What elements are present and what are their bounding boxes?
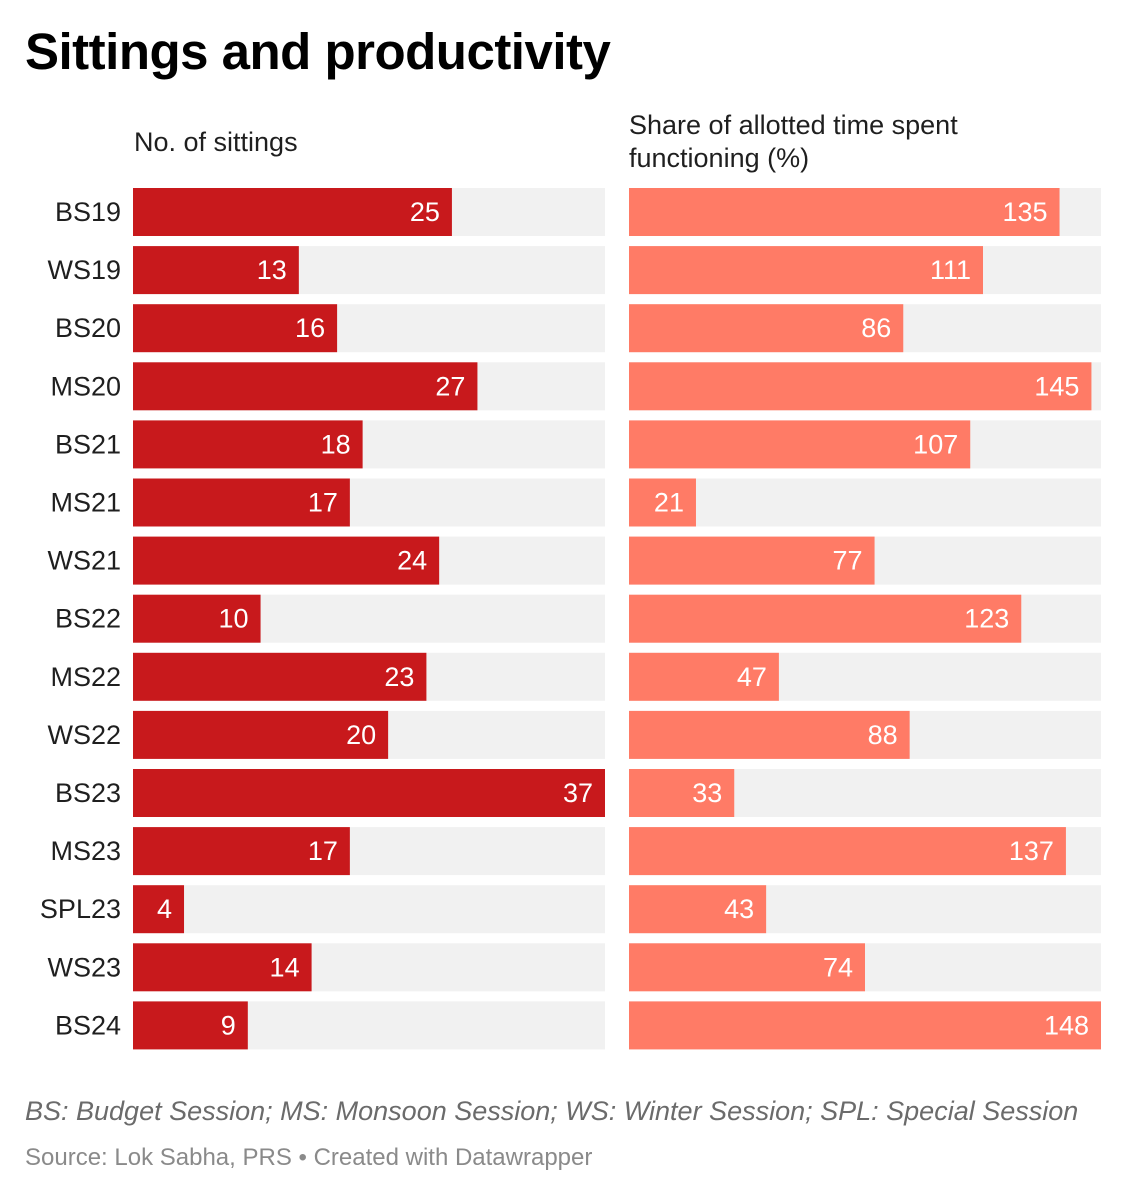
category-label: MS20: [50, 371, 121, 401]
sittings-value-label: 17: [308, 488, 338, 518]
category-label: BS21: [55, 429, 121, 459]
category-label: BS23: [55, 778, 121, 808]
sittings-value-label: 9: [221, 1010, 236, 1040]
functioning-bar: [629, 943, 865, 992]
functioning-bar: [629, 420, 971, 469]
sittings-value-label: 16: [295, 313, 325, 343]
category-label: WS21: [47, 546, 121, 576]
functioning-bar: [629, 362, 1092, 411]
sittings-bar: [133, 769, 605, 817]
sittings-bar: [133, 943, 312, 992]
functioning-value-label: 74: [823, 952, 853, 982]
sittings-bar: [133, 246, 299, 295]
chart-title: Sittings and productivity: [25, 23, 611, 80]
footnote: BS: Budget Session; MS: Monsoon Session;…: [25, 1096, 1079, 1126]
functioning-column-header: Share of allotted time spent functioning…: [629, 109, 958, 175]
functioning-track: [629, 478, 1101, 527]
sittings-value-label: 18: [321, 429, 351, 459]
functioning-bar: [629, 304, 904, 353]
category-label: BS22: [55, 604, 121, 634]
sittings-bar: [133, 188, 452, 236]
sittings-bar: [133, 885, 185, 934]
sittings-track: [133, 885, 605, 934]
functioning-value-label: 47: [737, 662, 767, 692]
functioning-bar: [629, 827, 1066, 876]
category-label: WS19: [47, 255, 121, 285]
sittings-bar: [133, 710, 389, 759]
sittings-value-label: 4: [157, 894, 172, 924]
sittings-value-label: 24: [397, 546, 427, 576]
sittings-value-label: 27: [435, 371, 465, 401]
functioning-value-label: 86: [861, 313, 891, 343]
sittings-value-label: 20: [346, 720, 376, 750]
functioning-value-label: 111: [930, 255, 971, 285]
sittings-bar: [133, 362, 478, 411]
category-label: BS24: [55, 1010, 121, 1040]
sittings-value-label: 10: [219, 604, 249, 634]
functioning-value-label: 148: [1044, 1010, 1089, 1040]
sittings-value-label: 14: [270, 952, 300, 982]
functioning-bar: [629, 1001, 1101, 1050]
functioning-bar: [629, 769, 735, 817]
functioning-bar: [629, 188, 1060, 236]
sittings-bar: [133, 652, 427, 701]
functioning-value-label: 145: [1034, 371, 1079, 401]
sittings-bar: [133, 536, 440, 585]
category-label: SPL23: [40, 894, 121, 924]
sittings-value-label: 37: [563, 778, 593, 808]
functioning-bar: [629, 246, 983, 295]
category-label: BS19: [55, 197, 121, 227]
functioning-bar: [629, 478, 696, 527]
category-label: WS23: [47, 952, 121, 982]
bar-charts: BS19 WS19 BS20 MS20 BS21 MS21 WS21 BS22 MS22 WS22…: [40, 188, 1101, 1050]
source-line: Source: Lok Sabha, PRS • Created with Da…: [25, 1144, 593, 1171]
sittings-value-label: 13: [257, 255, 287, 285]
sittings-column-header: No. of sittings: [134, 127, 298, 157]
sittings-bar: [133, 420, 363, 469]
functioning-value-label: 43: [724, 894, 754, 924]
functioning-value-label: 123: [964, 604, 1009, 634]
category-label: MS22: [50, 662, 121, 692]
functioning-value-label: 88: [868, 720, 898, 750]
functioning-bar: [629, 594, 1022, 643]
functioning-value-label: 137: [1009, 836, 1054, 866]
sittings-value-label: 17: [308, 836, 338, 866]
sittings-bar: [133, 1001, 248, 1050]
sittings-bar: [133, 304, 338, 353]
functioning-bar: [629, 536, 875, 585]
category-label: WS22: [47, 720, 121, 750]
functioning-value-label: 77: [833, 546, 863, 576]
category-label: MS23: [50, 836, 121, 866]
functioning-header-line-1: Share of allotted time spent: [629, 110, 958, 140]
sittings-bar: [133, 827, 350, 876]
functioning-bar: [629, 710, 910, 759]
sittings-value-label: 25: [410, 197, 440, 227]
functioning-value-label: 21: [654, 488, 684, 518]
functioning-bar: [629, 652, 779, 701]
functioning-value-label: 33: [692, 778, 722, 808]
sittings-value-label: 23: [384, 662, 414, 692]
functioning-value-label: 107: [913, 429, 958, 459]
functioning-value-label: 135: [1002, 197, 1047, 227]
category-label: BS20: [55, 313, 121, 343]
category-label: MS21: [50, 488, 121, 518]
functioning-header-line-2: functioning (%): [629, 143, 810, 173]
sittings-bar: [133, 594, 261, 643]
sittings-bar: [133, 478, 350, 527]
functioning-bar: [629, 885, 767, 934]
